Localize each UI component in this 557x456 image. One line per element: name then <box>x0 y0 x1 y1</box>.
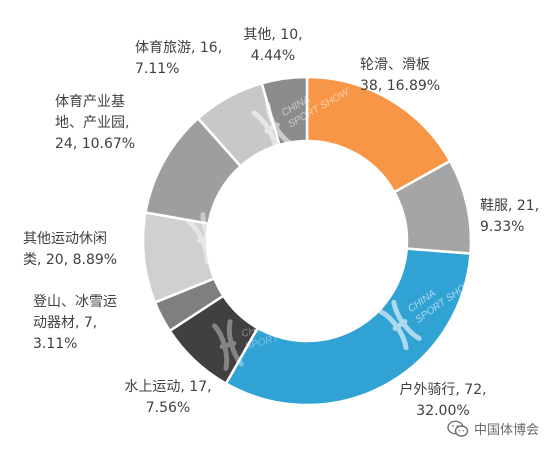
slice-label: 登山、冰雪运 动器材, 7, 3.11% <box>33 292 117 355</box>
slice-label-line: 登山、冰雪运 <box>33 294 117 310</box>
slice-label: 其他运动休闲 类, 20, 8.89% <box>23 229 117 271</box>
slice-label-line: 9.33% <box>480 219 525 235</box>
slice-label: 鞋服, 21, 9.33% <box>480 196 539 238</box>
wechat-account-name: 中国体博会 <box>474 423 540 438</box>
wechat-icon <box>447 420 469 437</box>
slice-label: 其他, 10, 4.44% <box>233 25 313 67</box>
wechat-account: 中国体博会 <box>447 419 539 438</box>
slice-label-line: 其他运动休闲 <box>23 231 107 247</box>
slice-label: 水上运动, 17, 7.56% <box>113 377 223 419</box>
slice-label-line: 动器材, 7, <box>33 315 98 331</box>
slice-label: 轮滑、滑板 38, 16.89% <box>360 55 440 97</box>
slice-label-line: 7.11% <box>135 61 180 77</box>
slice-label-line: 体育产业基 <box>55 94 125 110</box>
slice-label: 体育旅游, 16, 7.11% <box>135 38 222 80</box>
donut-slice <box>260 75 309 147</box>
slice-label-line: 水上运动, 17, <box>124 379 212 395</box>
slice-label: 体育产业基地、产业园, 24, 10.67% <box>55 92 135 155</box>
slice-label-line: 地、产业园, <box>55 115 130 131</box>
slice-label-line: 7.56% <box>145 400 191 416</box>
slice-label-line: 4.44% <box>250 48 296 64</box>
slice-label-line: 类, 20, 8.89% <box>23 252 118 268</box>
slice-label-line: 体育旅游, 16, <box>135 40 223 56</box>
slice-label: 户外骑行, 72, 32.00% <box>368 380 518 422</box>
slice-label-line: 3.11% <box>33 336 78 352</box>
slice-label-line: 轮滑、滑板 <box>360 57 430 73</box>
slice-label-line: 38, 16.89% <box>360 78 441 94</box>
slice-label-line: 户外骑行, 72, <box>399 382 487 398</box>
slice-label-line: 其他, 10, <box>243 27 303 43</box>
donut-slice <box>224 247 472 407</box>
slice-label-line: 32.00% <box>416 403 470 419</box>
slice-label-line: 24, 10.67% <box>55 136 136 152</box>
slice-label-line: 鞋服, 21, <box>480 198 540 214</box>
